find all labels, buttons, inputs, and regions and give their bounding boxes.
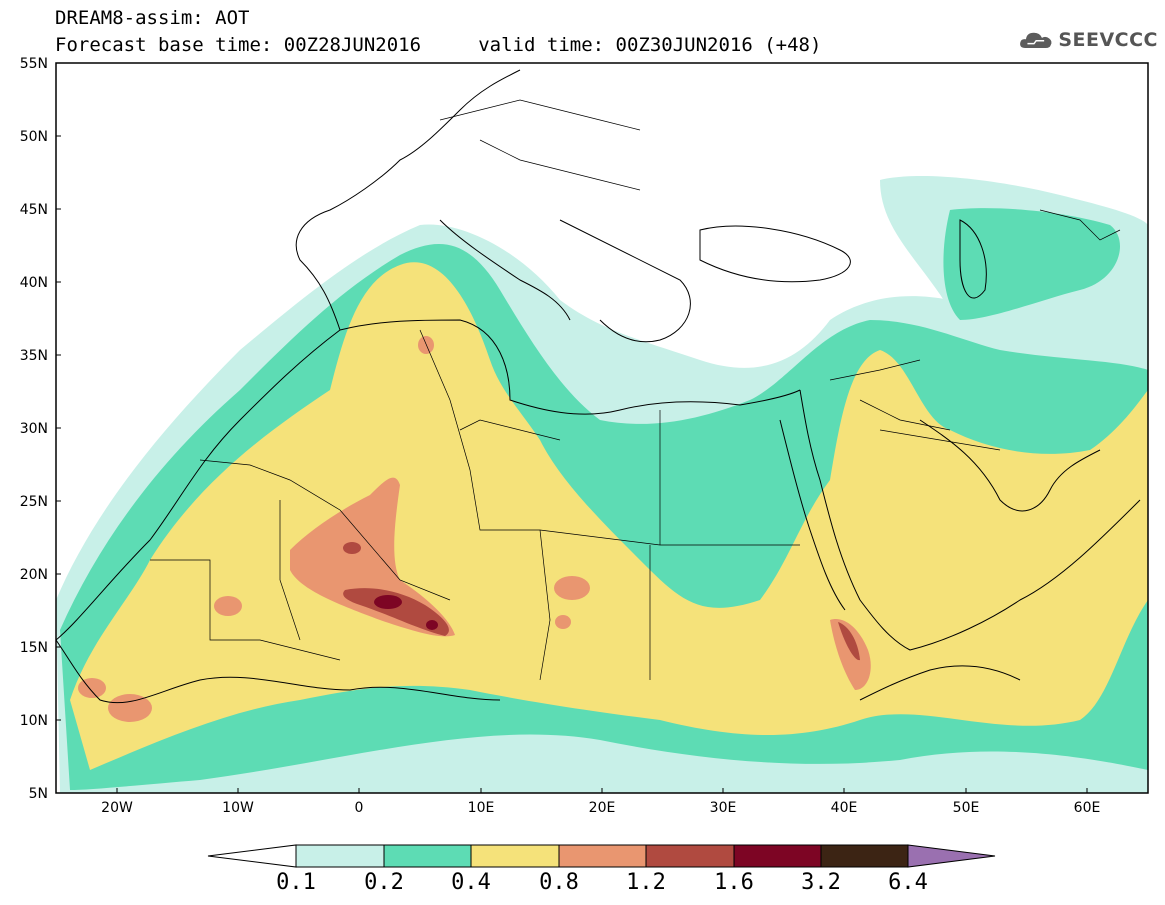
lat-tick-label: 40N — [20, 275, 48, 291]
lon-tick-label: 10E — [468, 800, 495, 816]
aot-band-08-sahara — [290, 477, 455, 637]
colorbar-cell — [820, 844, 909, 868]
aot-band-08-west2 — [108, 694, 152, 722]
colorbar-label: 1.2 — [626, 870, 666, 895]
colorbar-over-triangle — [907, 844, 996, 868]
longitude-axis: 20W 10W 0 10E 20E 30E 40E 50E 60E — [101, 788, 1100, 816]
aot-band-12-ethiopia — [838, 622, 860, 661]
colorbar-label: 0.2 — [364, 870, 404, 895]
aot-band-08-algeria — [418, 336, 434, 354]
latitude-axis: 55N 50N 45N 40N 35N 30N 25N 20N 15N 10N … — [20, 56, 61, 802]
lon-tick-label: 20E — [589, 800, 616, 816]
colorbar — [207, 844, 996, 868]
lat-tick-label: 50N — [20, 129, 48, 145]
colorbar-cell — [558, 844, 647, 868]
lat-tick-label: 55N — [20, 56, 48, 72]
colorbar-label: 6.4 — [888, 870, 928, 895]
chart-title: DREAM8-assim: AOT — [55, 7, 250, 29]
lat-tick-label: 30N — [20, 421, 48, 437]
colorbar-label: 0.1 — [276, 870, 316, 895]
lon-tick-label: 60E — [1074, 800, 1101, 816]
lat-tick-label: 10N — [20, 713, 48, 729]
aot-band-08-chad2 — [555, 615, 571, 629]
aot-band-08-chad — [554, 576, 590, 600]
aot-band-08-ethiopia — [830, 619, 871, 690]
aot-band-08-mali — [214, 596, 242, 616]
colorbar-label: 1.6 — [714, 870, 754, 895]
colorbar-cell — [470, 844, 560, 868]
aot-band-12 — [343, 588, 449, 636]
colorbar-under-triangle — [207, 844, 297, 868]
country-borders — [150, 99, 1121, 681]
logo-text: SEEVCCC — [1058, 29, 1158, 51]
colorbar-label: 0.4 — [451, 870, 491, 895]
lat-tick-label: 20N — [20, 567, 48, 583]
colorbar-cell — [645, 844, 735, 868]
cloud-icon — [1020, 32, 1052, 48]
colorbar-cell — [733, 844, 822, 868]
aot-contour-fields — [56, 63, 1148, 793]
coastlines — [56, 69, 1141, 704]
lat-tick-label: 5N — [29, 786, 48, 802]
lon-tick-label: 0 — [355, 800, 364, 816]
forecast-time-line: Forecast base time: 00Z28JUN2016 valid t… — [55, 34, 822, 56]
aot-band-12-b — [343, 542, 361, 554]
lon-tick-label: 40E — [831, 800, 858, 816]
lon-tick-label: 10W — [222, 800, 254, 816]
aot-band-08-west — [78, 678, 106, 698]
lon-tick-label: 50E — [953, 800, 980, 816]
lat-tick-label: 25N — [20, 494, 48, 510]
lat-tick-label: 35N — [20, 348, 48, 364]
colorbar-cell — [383, 844, 472, 868]
aot-band-16 — [374, 595, 402, 609]
seevccc-logo: SEEVCCC — [1018, 22, 1158, 58]
aot-band-02-caspian — [943, 208, 1120, 320]
lon-tick-label: 20W — [101, 800, 133, 816]
lat-tick-label: 15N — [20, 640, 48, 656]
colorbar-label: 0.8 — [539, 870, 579, 895]
lat-tick-label: 45N — [20, 202, 48, 218]
colorbar-cell — [295, 844, 385, 868]
aot-band-16-b — [426, 620, 438, 630]
aot-band-04 — [70, 262, 1148, 770]
colorbar-label: 3.2 — [801, 870, 841, 895]
lon-tick-label: 30E — [710, 800, 737, 816]
